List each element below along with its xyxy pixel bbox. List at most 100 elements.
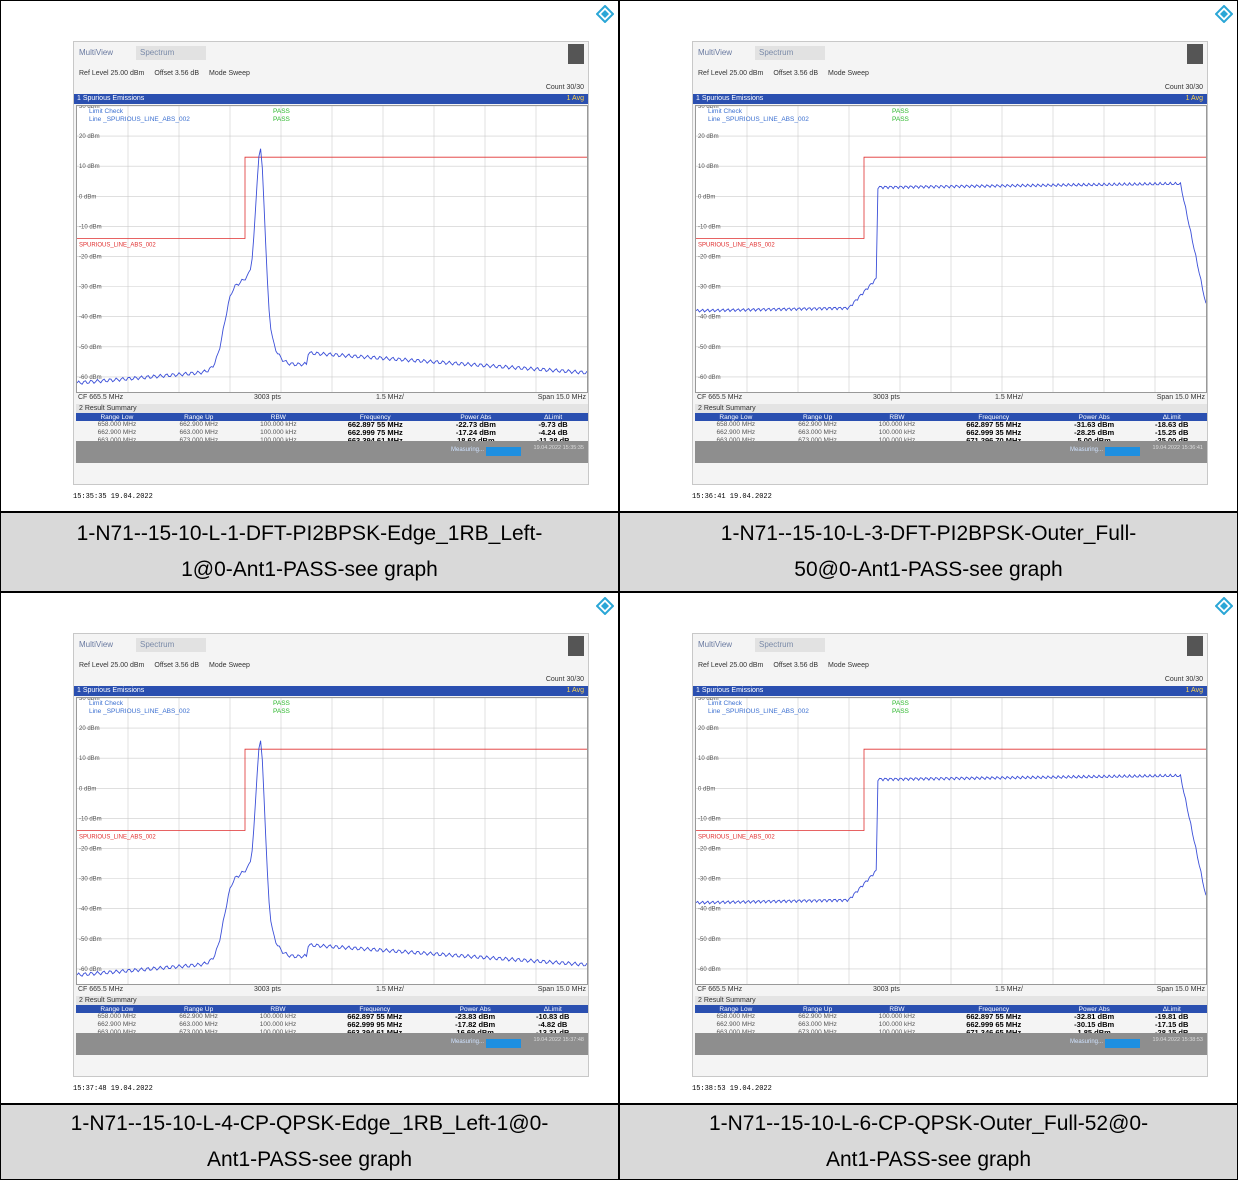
y-tick-label: -30 dBm: [79, 877, 102, 883]
column-header-dl: ΔLimit: [1136, 413, 1207, 421]
table-header-row: Range Low Range Up RBW Frequency Power Abs ΔL…: [695, 1005, 1207, 1013]
y-tick-label: 0 dBm: [698, 194, 715, 200]
spectrum-svg: 30 dBm 20 dBm 10 dBm 0 dBm -10 dBm -20 dBm -30…: [696, 698, 1206, 984]
instrument-datetime: 19.04.2022 15:37:48: [533, 1037, 584, 1043]
progress-bar: [486, 1039, 521, 1048]
test-caption: 1-N71--15-10-L-3-DFT-PI2BPSK-Outer_Full-…: [619, 512, 1238, 592]
sweep-points: 3003 pts: [254, 394, 281, 401]
menu-button[interactable]: [1187, 44, 1203, 64]
limit-line: [77, 156, 587, 239]
y-tick-label: -20 dBm: [698, 847, 721, 853]
section-title: 1 Spurious Emissions: [77, 95, 145, 102]
spectrum-trace: [77, 740, 587, 977]
spurious-line-label: SPURIOUS_LINE_ABS_002: [698, 834, 775, 840]
multiview-bar: MultiView Spectrum: [74, 42, 588, 64]
limit-check-label: Limit Check: [708, 700, 742, 707]
cell-up: 663.000 MHz: [798, 1021, 837, 1028]
measuring-label: Measuring...: [451, 1039, 485, 1045]
limit-line: [77, 748, 587, 831]
cell-pwr: -17.24 dBm: [455, 428, 496, 437]
column-header-pwr: Power Abs: [1051, 1005, 1137, 1013]
analyzer-screenshot: MultiView Spectrum Ref Level 25.00 dBm Offs…: [692, 633, 1208, 1077]
instrument-datetime: 19.04.2022 15:35:35: [533, 445, 584, 451]
ref-level-row: Ref Level 25.00 dBm Offset 3.56 dB Mode Sw…: [698, 662, 879, 669]
cell-freq: 663.394 61 MHz: [317, 437, 434, 445]
spurious-line-label: SPURIOUS_LINE_ABS_002: [698, 242, 775, 248]
cell-low: 663.000 MHz: [695, 1029, 777, 1037]
column-header-low: Range Low: [76, 1005, 158, 1013]
menu-button[interactable]: [568, 636, 584, 656]
plot-footer: CF 665.5 MHz 3003 pts 1.5 MHz/Span 15.0 MH…: [695, 986, 1207, 996]
y-tick-label: 30 dBm: [698, 698, 719, 702]
column-header-rbw: RBW: [858, 1005, 936, 1013]
avg-indicator: 1 Avg: [566, 95, 584, 102]
cell-pwr: -22.73 dBm: [455, 420, 496, 429]
measuring-label: Measuring...: [1070, 1039, 1104, 1045]
cell-dl: -19.81 dB: [1155, 1012, 1189, 1021]
cell-pwr: -31.63 dBm: [1074, 420, 1115, 429]
cell-pwr: -30.15 dBm: [1074, 1020, 1115, 1029]
y-tick-label: 0 dBm: [79, 194, 96, 200]
test-caption: 1-N71--15-10-L-6-CP-QPSK-Outer_Full-52@0…: [619, 1104, 1238, 1180]
column-header-pwr: Power Abs: [1051, 413, 1137, 421]
pass-badge: PASS: [892, 116, 909, 123]
multiview-bar: MultiView Spectrum: [693, 42, 1207, 64]
column-header-dl: ΔLimit: [517, 1005, 588, 1013]
result-cell: MultiView Spectrum Ref Level 25.00 dBm Offs…: [619, 0, 1238, 512]
y-tick-label: 10 dBm: [79, 164, 100, 170]
division: 1.5 MHz/: [376, 394, 405, 401]
caption-line-1: 1-N71--15-10-L-3-DFT-PI2BPSK-Outer_Full-: [720, 522, 1137, 545]
result-summary-table: Range Low Range Up RBW Frequency Power Abs ΔL…: [695, 1005, 1207, 1037]
y-tick-label: 10 dBm: [79, 756, 100, 762]
y-tick-label: -20 dBm: [79, 847, 102, 853]
status-bar: Measuring... 19.04.2022 15:35:35: [76, 441, 588, 463]
multiview-bar: MultiView Spectrum: [74, 634, 588, 656]
limit-line-name: Line _SPURIOUS_LINE_ABS_002: [89, 116, 190, 123]
table-header-row: Range Low Range Up RBW Frequency Power Abs ΔL…: [76, 1005, 588, 1013]
timestamp: 15:36:41 19.04.2022: [692, 493, 772, 501]
mode: Mode Sweep: [209, 70, 250, 77]
rohde-schwarz-diamond-icon: [595, 596, 615, 616]
spectrum-tab[interactable]: Spectrum: [755, 46, 825, 60]
cell-freq: 671.346 65 MHz: [936, 1029, 1052, 1037]
cell-up: 662.900 MHz: [179, 421, 219, 428]
pass-badge: PASS: [273, 108, 290, 115]
ref-level: Ref Level 25.00 dBm: [79, 70, 145, 77]
menu-button[interactable]: [1187, 636, 1203, 656]
column-header-low: Range Low: [695, 413, 777, 421]
spectrum-svg: 30 dBm 20 dBm 10 dBm 0 dBm -10 dBm -20 dBm -30…: [77, 698, 587, 984]
analyzer-screenshot: MultiView Spectrum Ref Level 25.00 dBm Offs…: [692, 41, 1208, 485]
spurious-line-label: SPURIOUS_LINE_ABS_002: [79, 242, 156, 248]
y-tick-label: 0 dBm: [79, 786, 96, 792]
spectrum-tab[interactable]: Spectrum: [136, 638, 206, 652]
cell-rbw: 100.000 kHz: [858, 437, 935, 445]
offset: Offset 3.56 dB: [154, 662, 199, 669]
cell-rbw: 100.000 kHz: [878, 1013, 916, 1020]
sweep-count: Count 30/30: [545, 676, 584, 683]
y-tick-label: -60 dBm: [79, 967, 102, 973]
span-value: Span 15.0 MHz: [537, 394, 586, 401]
cell-freq: 662.999 65 MHz: [966, 1020, 1022, 1029]
analyzer-screenshot: MultiView Spectrum Ref Level 25.00 dBm Offs…: [73, 41, 589, 485]
sweep-points: 3003 pts: [254, 986, 281, 993]
progress-bar: [1105, 447, 1140, 456]
cell-dl: -10.83 dB: [536, 1012, 570, 1021]
spectrum-plot: 30 dBm 20 dBm 10 dBm 0 dBm -10 dBm -20 dBm -30…: [695, 697, 1207, 985]
spectrum-tab[interactable]: Spectrum: [136, 46, 206, 60]
y-tick-label: -10 dBm: [698, 224, 721, 230]
spectrum-tab[interactable]: Spectrum: [755, 638, 825, 652]
spectrum-plot: 30 dBm 20 dBm 10 dBm 0 dBm -10 dBm -20 dBm -30…: [76, 105, 588, 393]
y-tick-label: -50 dBm: [698, 937, 721, 943]
cell-up: 673.000 MHz: [777, 1029, 859, 1037]
sweep-count: Count 30/30: [1164, 84, 1203, 91]
cell-dl: -13.31 dB: [517, 1029, 588, 1037]
y-tick-label: 0 dBm: [698, 786, 715, 792]
caption-line-2: Ant1-PASS-see graph: [825, 1148, 1032, 1171]
cell-dl: -4.82 dB: [538, 1020, 568, 1029]
menu-button[interactable]: [568, 44, 584, 64]
avg-indicator: 1 Avg: [566, 687, 584, 694]
cell-pwr: 5.00 dBm: [1052, 437, 1137, 445]
ref-level: Ref Level 25.00 dBm: [698, 662, 764, 669]
